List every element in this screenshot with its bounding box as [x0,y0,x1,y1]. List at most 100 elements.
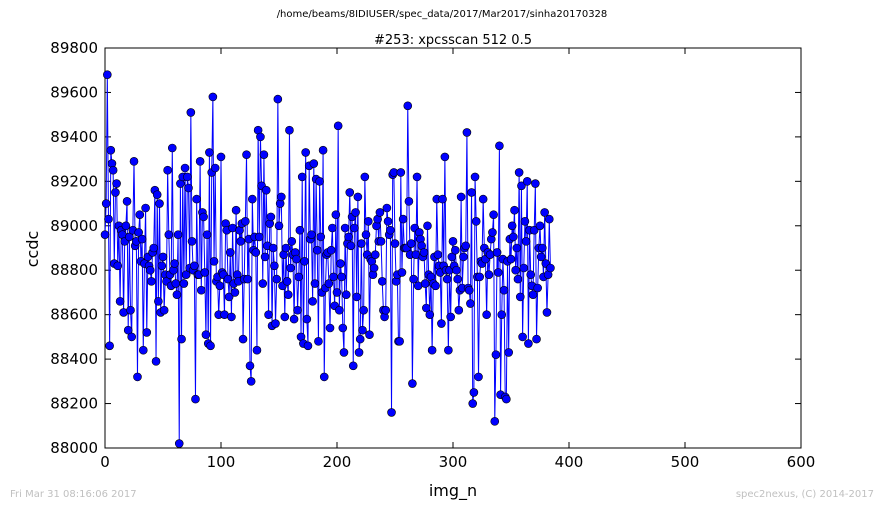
data-point [103,70,112,79]
data-point [519,263,529,273]
data-point [484,270,494,279]
data-point [154,297,163,306]
y-axis: 88000 88200 88400 88600 88800 89000 89200 89400… [50,39,801,457]
data-point [528,290,538,299]
data-point [328,223,337,233]
data-point [336,259,345,268]
data-point [469,388,479,397]
data-point [252,345,262,355]
data-point [397,268,407,277]
data-point [461,241,471,251]
data-point [470,172,480,182]
data-point [520,217,530,226]
data-point [104,214,113,224]
data-point [105,341,114,351]
data-point [287,237,297,246]
data-point [345,188,355,197]
data-point [398,214,408,224]
data-point [108,165,118,175]
data-point [272,274,281,284]
y-tick-label: 88600 [50,306,98,324]
data-point [437,319,446,328]
data-point [309,159,319,168]
data-point [274,221,284,231]
data-point [456,192,466,202]
data-point [231,205,241,215]
data-point [157,261,167,271]
data-point [351,208,360,217]
data-point [205,148,214,157]
data-point [540,208,549,217]
data-point [289,314,299,324]
data-point [491,350,501,359]
data-point [310,279,320,288]
data-point [526,270,536,279]
data-point [352,292,362,302]
data-point [142,328,152,337]
data-point [468,399,478,408]
data-point [403,101,413,111]
y-tick-label: 88200 [50,395,98,413]
data-point [241,217,250,226]
data-point [301,148,310,157]
data-point [171,279,181,288]
data-point [285,125,294,135]
x-tick-label: 100 [207,453,236,471]
data-point [281,243,291,253]
data-point [173,230,183,239]
data-point [201,330,211,339]
data-point [348,361,358,371]
data-point [333,121,343,131]
data-point [529,225,539,235]
data-point [462,128,472,137]
data-point [383,217,393,226]
x-tick-label: 400 [555,453,584,471]
data-point [145,265,155,275]
data-point [208,92,218,102]
data-point [390,239,400,248]
data-point [440,152,450,162]
x-tick-label: 200 [323,453,352,471]
data-point [315,177,324,186]
data-point [243,274,252,284]
data-point [115,297,125,306]
data-point [532,334,541,344]
data-point [300,257,309,266]
data-point [475,272,484,282]
data-point [489,210,498,219]
data-point [196,285,206,295]
data-point [224,292,234,302]
data-point [423,221,432,231]
data-point [138,345,148,355]
data-point [524,339,533,348]
footer-credit: spec2nexus, (C) 2014-2017 [735,489,874,500]
data-point [133,372,142,382]
data-point [230,288,240,297]
data-point [111,188,120,197]
data-point [448,237,458,246]
data-point [282,277,292,286]
data-point [357,239,366,248]
data-point [510,205,519,215]
data-point [404,197,414,206]
data-point [294,272,304,282]
x-axis: 0 100 200 300 400 500 600 [100,48,815,471]
data-point [190,261,199,271]
y-tick-label: 89200 [50,172,98,190]
data-point [248,194,257,204]
data-point [164,230,174,239]
data-point [511,265,520,275]
data-point [238,334,248,344]
data-point [184,183,193,193]
data-point [271,319,280,328]
data-point [167,143,177,153]
y-tick-label: 88000 [50,439,98,457]
chart-title: #253: xpcsscan 512 0.5 [374,33,532,48]
data-point [170,259,179,268]
data-point [199,212,208,222]
data-point [210,163,220,173]
data-point [438,194,447,204]
data-point [442,274,452,284]
data-point [453,274,462,284]
x-axis-label: img_n [429,481,477,501]
